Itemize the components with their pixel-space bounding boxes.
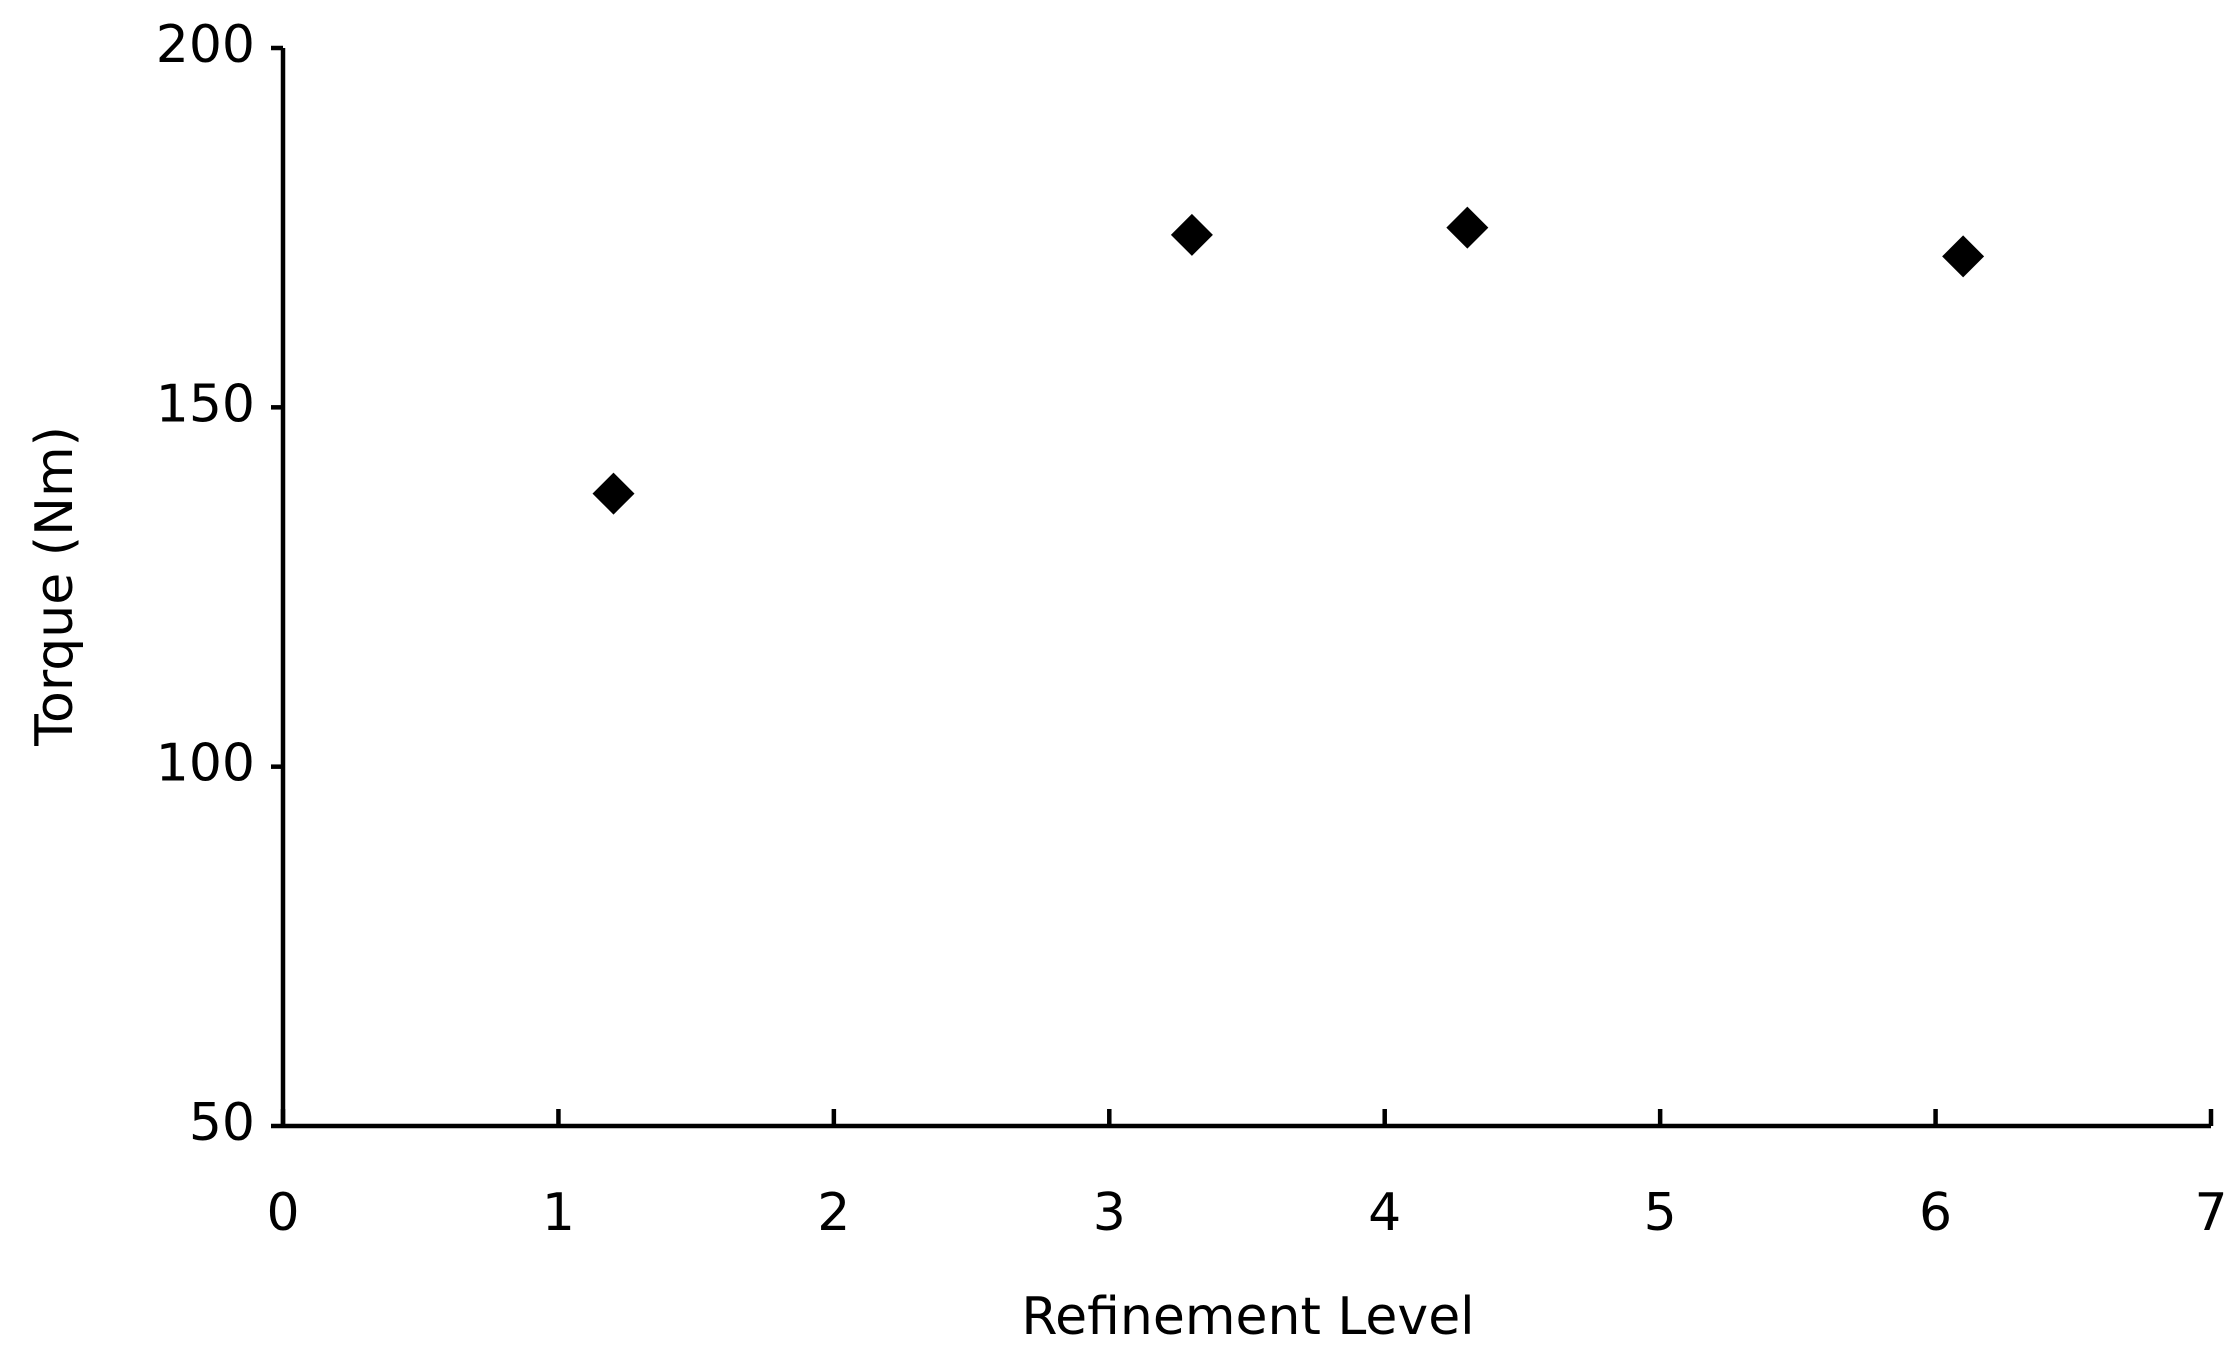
point <box>1446 206 1489 249</box>
x-tick-label: 1 <box>542 1183 575 1243</box>
point <box>592 472 635 515</box>
x-tick-label: 0 <box>266 1183 299 1243</box>
y-tick-label: 50 <box>189 1093 255 1153</box>
y-axis-label: Torque (Nm) <box>25 426 85 747</box>
x-tick-label: 4 <box>1368 1183 1401 1243</box>
x-tick-label: 2 <box>817 1183 850 1243</box>
point <box>1942 235 1985 278</box>
x-tick-label: 7 <box>2194 1183 2227 1243</box>
x-tick-label: 6 <box>1919 1183 1952 1243</box>
y-tick-label: 150 <box>156 374 255 434</box>
y-tick-label: 100 <box>156 734 255 794</box>
x-tick-label: 3 <box>1093 1183 1126 1243</box>
y-tick-label: 200 <box>156 15 255 75</box>
point <box>1170 213 1213 256</box>
x-tick-label: 5 <box>1644 1183 1677 1243</box>
x-axis-label: Refinement Level <box>1021 1287 1474 1347</box>
